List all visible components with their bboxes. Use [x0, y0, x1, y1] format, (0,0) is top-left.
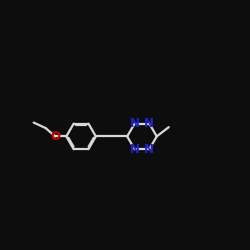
Text: N: N — [130, 143, 140, 156]
Text: O: O — [50, 130, 60, 143]
Text: N: N — [144, 143, 154, 156]
Text: N: N — [130, 117, 140, 130]
Text: N: N — [144, 117, 154, 130]
